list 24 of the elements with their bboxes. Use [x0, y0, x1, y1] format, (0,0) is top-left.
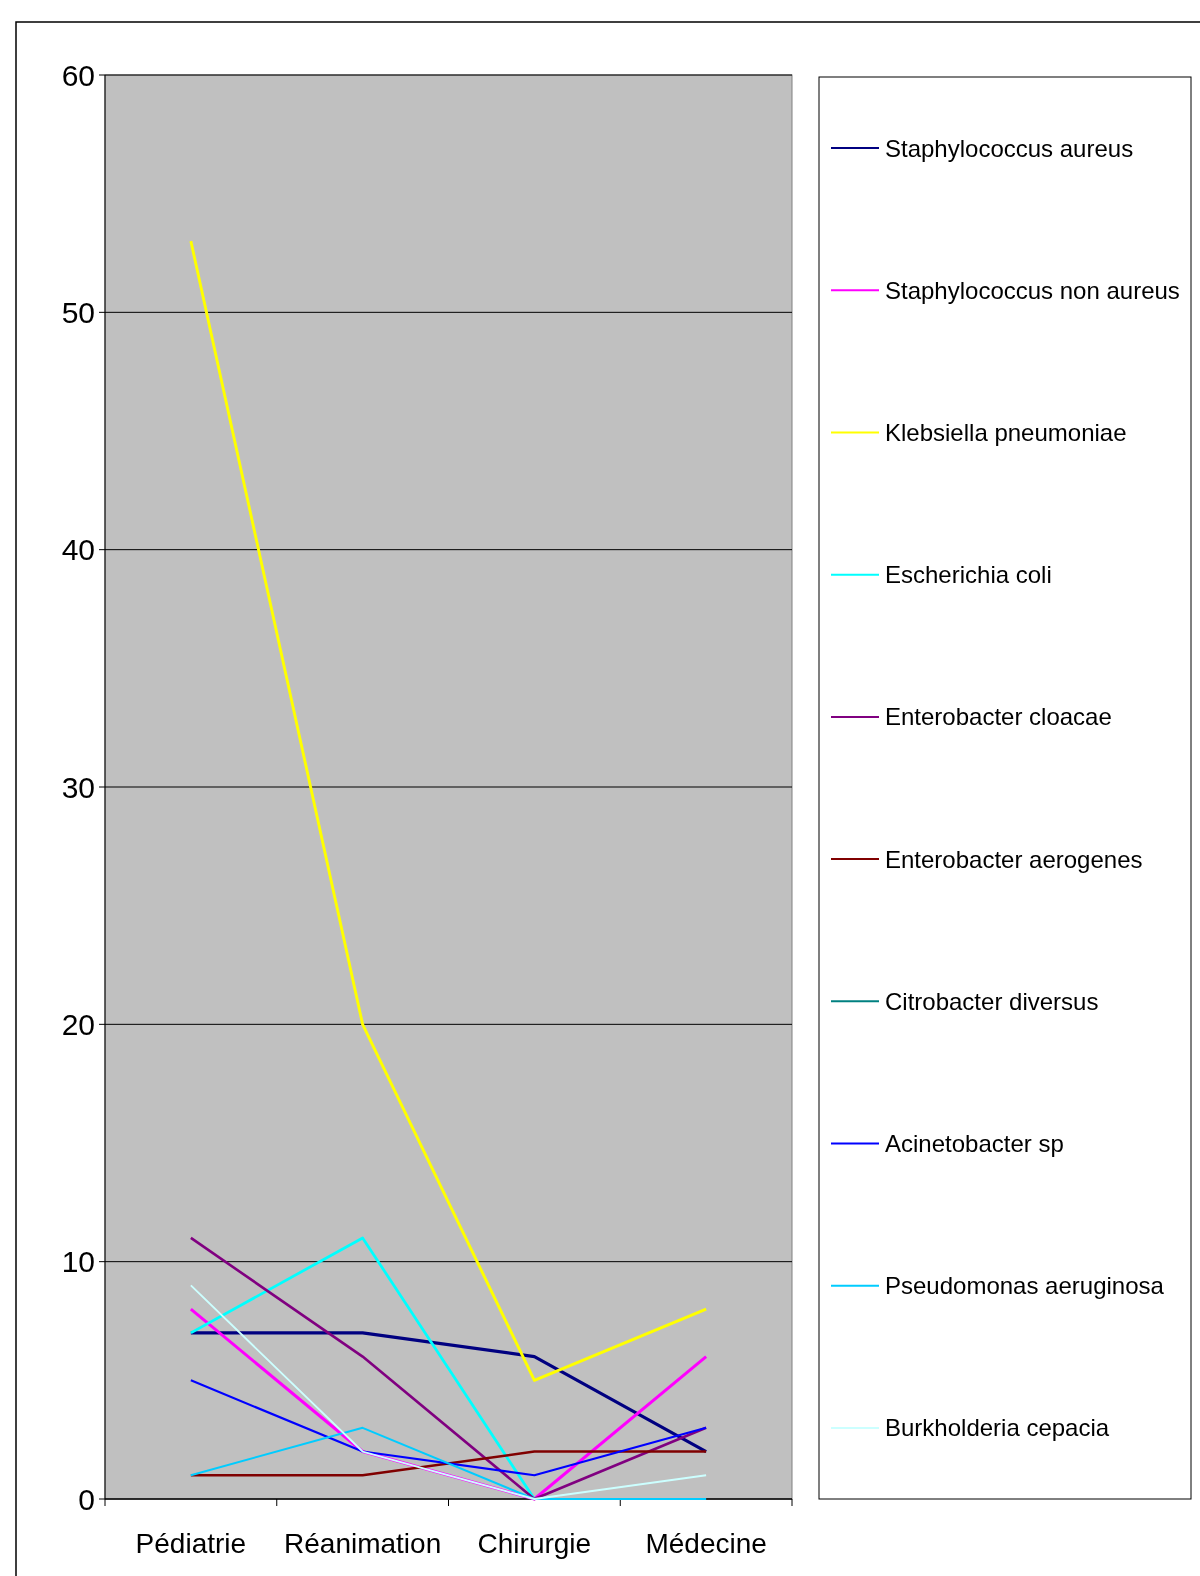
legend-label: Pseudomonas aeruginosa	[885, 1272, 1165, 1300]
legend-label: Burkholderia cepacia	[885, 1414, 1110, 1442]
line-series	[189, 1379, 708, 1477]
y-tick-label: 60	[61, 58, 95, 92]
x-tick-label: Médecine	[645, 1528, 767, 1559]
line-series	[189, 1236, 708, 1501]
legend-label: Enterobacter cloacae	[885, 703, 1112, 731]
y-tick-label: 50	[61, 295, 95, 329]
legend-label: Citrobacter diversus	[885, 987, 1099, 1015]
legend-label: Escherichia coli	[885, 561, 1052, 589]
legend-label: Acinetobacter sp	[885, 1129, 1064, 1157]
y-tick-label: 0	[78, 1482, 95, 1516]
y-tick-label: 30	[61, 770, 95, 804]
y-tick-label: 20	[61, 1007, 95, 1041]
legend-label: Staphylococcus non aureus	[885, 276, 1180, 304]
legend-label: Klebsiella pneumoniae	[885, 418, 1127, 446]
y-tick-label: 10	[61, 1245, 95, 1279]
x-tick-label: Chirurgie	[477, 1528, 592, 1559]
x-tick-label: Pédiatrie	[135, 1528, 247, 1559]
legend-label: Staphylococcus aureus	[885, 134, 1134, 162]
x-tick-label: Réanimation	[284, 1528, 442, 1559]
legend-label: Enterobacter aerogenes	[885, 845, 1143, 873]
y-tick-label: 40	[61, 533, 95, 567]
line-series	[189, 239, 708, 1382]
